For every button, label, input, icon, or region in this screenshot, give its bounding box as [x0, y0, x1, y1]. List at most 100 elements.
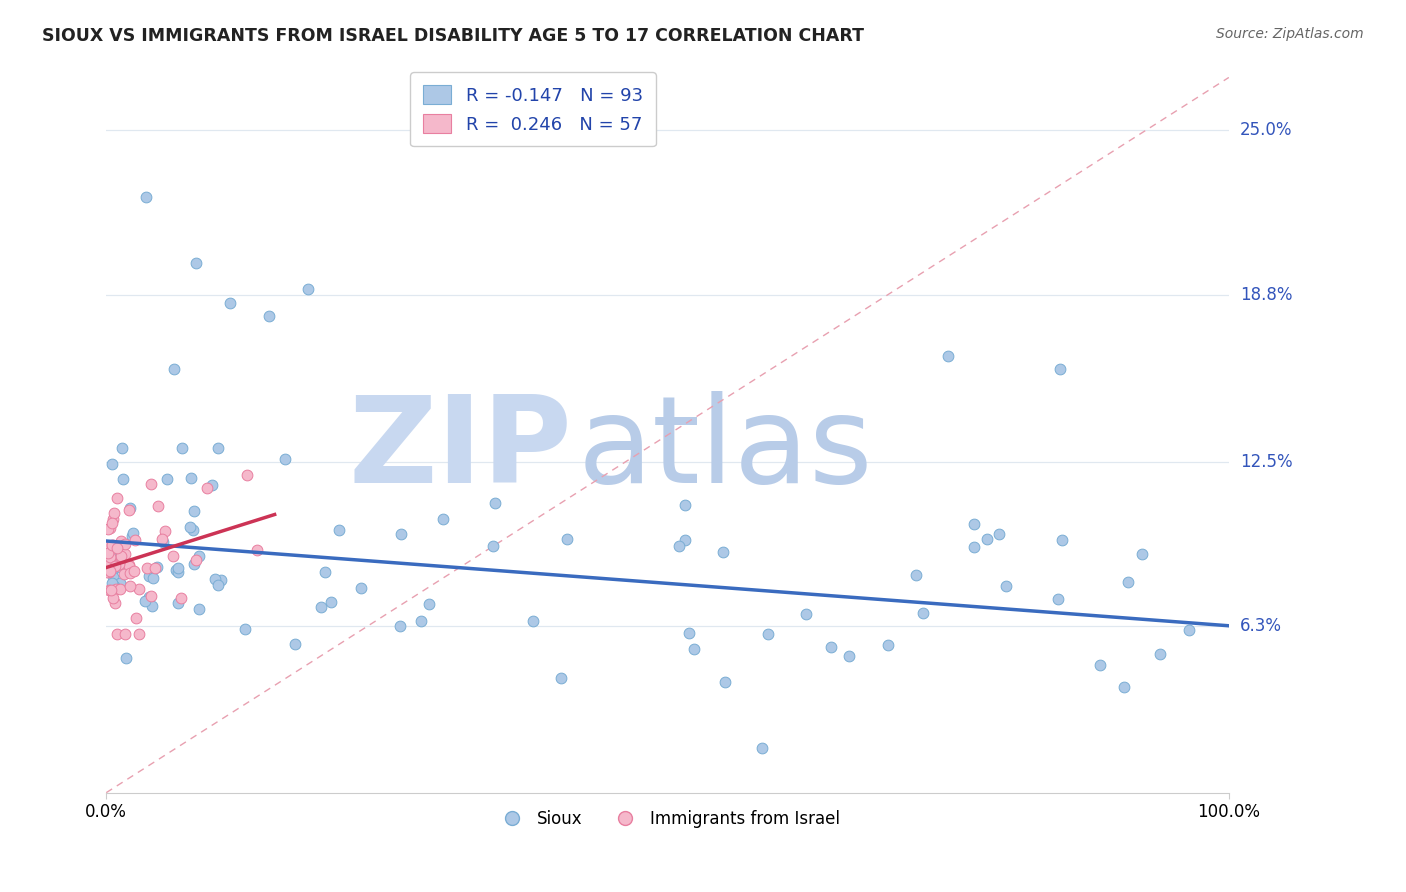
Point	[145, 560, 167, 574]
Point	[181, 523, 204, 537]
Text: SIOUX VS IMMIGRANTS FROM ISRAEL DISABILITY AGE 5 TO 17 CORRELATION CHART: SIOUX VS IMMIGRANTS FROM ISRAEL DISABILI…	[42, 27, 865, 45]
Point	[125, 611, 148, 625]
Point	[328, 523, 350, 537]
Point	[120, 501, 142, 516]
Point	[97, 546, 120, 560]
Point	[135, 560, 157, 574]
Point	[118, 503, 141, 517]
Point	[104, 596, 127, 610]
Text: 12.5%: 12.5%	[1240, 452, 1292, 471]
Point	[184, 553, 207, 567]
Point	[166, 561, 188, 575]
Point	[146, 499, 169, 513]
Point	[118, 558, 141, 573]
Point	[257, 309, 280, 323]
Point	[550, 671, 572, 685]
Point	[110, 533, 132, 548]
Point	[912, 606, 935, 620]
Point	[432, 512, 454, 526]
Point	[101, 538, 124, 552]
Point	[1112, 680, 1135, 694]
Point	[108, 557, 131, 571]
Point	[218, 295, 240, 310]
Point	[145, 560, 167, 574]
Point	[101, 570, 124, 584]
Point	[172, 442, 194, 456]
Text: 25.0%: 25.0%	[1240, 121, 1292, 139]
Point	[115, 650, 138, 665]
Point	[112, 567, 135, 582]
Point	[128, 582, 150, 596]
Point	[96, 566, 118, 580]
Point	[128, 626, 150, 640]
Point	[188, 602, 211, 616]
Point	[714, 675, 737, 690]
Point	[522, 614, 544, 628]
Point	[166, 565, 188, 579]
Point	[209, 573, 232, 587]
Point	[877, 638, 900, 652]
Point	[389, 619, 412, 633]
Point	[838, 648, 860, 663]
Point	[184, 256, 207, 270]
Point	[156, 473, 179, 487]
Point	[155, 524, 177, 539]
Point	[962, 541, 984, 555]
Point	[121, 525, 143, 540]
Point	[207, 578, 229, 592]
Point	[1050, 533, 1073, 548]
Point	[484, 496, 506, 510]
Point	[204, 573, 226, 587]
Point	[118, 566, 141, 580]
Point	[1130, 547, 1153, 561]
Point	[110, 549, 132, 563]
Point	[114, 626, 136, 640]
Text: ZIP: ZIP	[349, 391, 572, 508]
Point	[114, 547, 136, 561]
Point	[108, 560, 131, 574]
Point	[905, 567, 928, 582]
Point	[111, 442, 134, 456]
Point	[963, 517, 986, 532]
Point	[673, 533, 696, 547]
Point	[98, 556, 121, 570]
Point	[101, 576, 124, 591]
Point	[138, 590, 160, 604]
Text: Source: ZipAtlas.com: Source: ZipAtlas.com	[1216, 27, 1364, 41]
Point	[98, 566, 121, 580]
Point	[207, 442, 229, 456]
Point	[976, 532, 998, 546]
Point	[936, 349, 959, 363]
Point	[152, 535, 174, 549]
Point	[134, 594, 156, 608]
Point	[105, 582, 128, 596]
Point	[118, 559, 141, 574]
Point	[96, 547, 118, 561]
Point	[1049, 361, 1071, 376]
Point	[101, 564, 124, 578]
Point	[139, 589, 162, 603]
Point	[246, 543, 269, 558]
Point	[120, 579, 142, 593]
Point	[105, 626, 128, 640]
Point	[98, 582, 121, 597]
Point	[167, 596, 190, 610]
Text: 6.3%: 6.3%	[1240, 616, 1282, 635]
Point	[557, 532, 579, 546]
Point	[988, 527, 1011, 541]
Point	[124, 533, 146, 547]
Point	[309, 600, 332, 615]
Point	[794, 607, 817, 621]
Point	[108, 549, 131, 564]
Point	[98, 549, 121, 564]
Point	[103, 512, 125, 526]
Point	[141, 477, 163, 491]
Point	[274, 451, 297, 466]
Point	[751, 741, 773, 756]
Point	[391, 526, 413, 541]
Point	[103, 540, 125, 554]
Point	[100, 564, 122, 578]
Point	[101, 516, 124, 530]
Point	[103, 591, 125, 606]
Point	[284, 637, 307, 651]
